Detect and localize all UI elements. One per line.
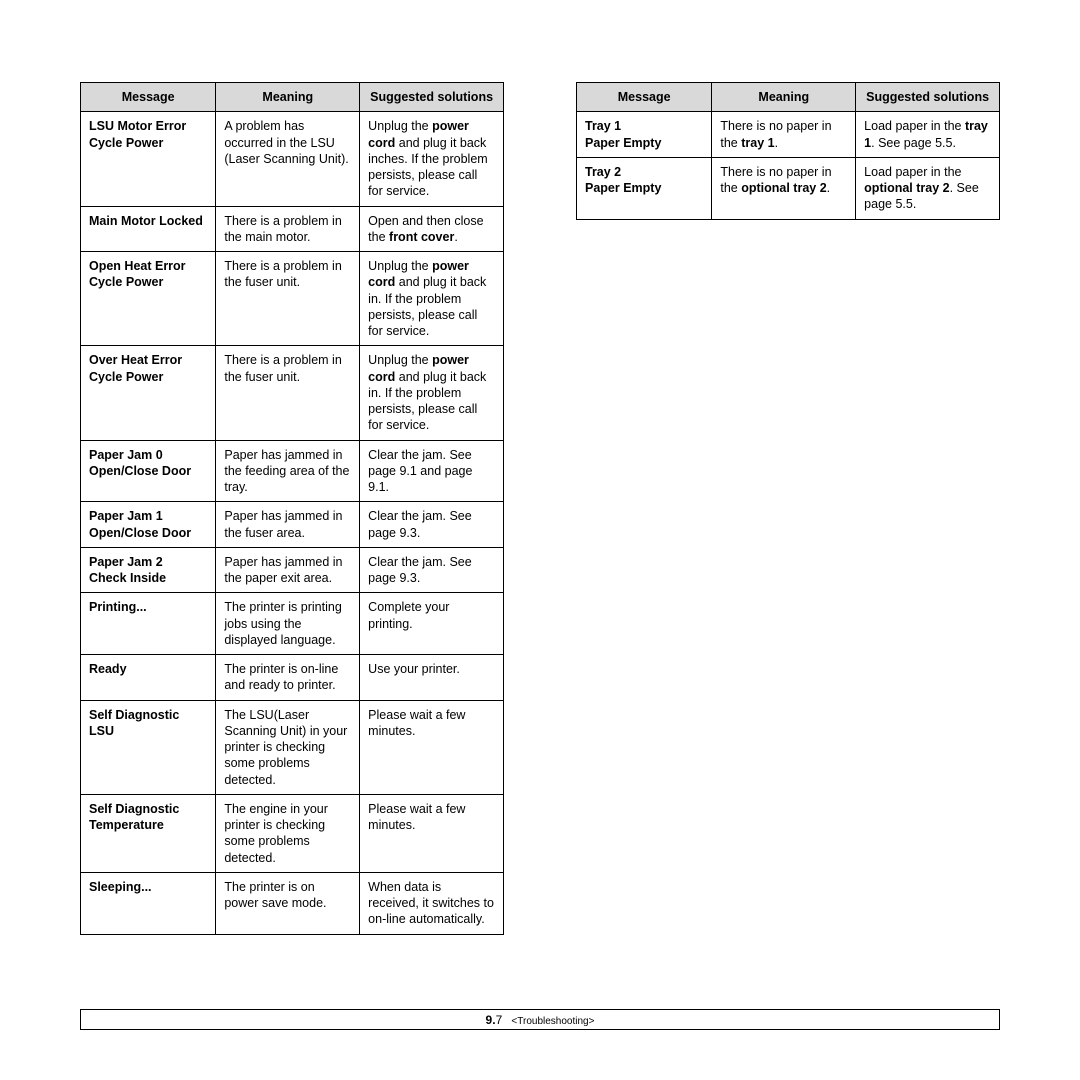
table-header-row: Message Meaning Suggested solutions <box>577 83 1000 112</box>
col-header-solutions: Suggested solutions <box>360 83 504 112</box>
col-header-meaning: Meaning <box>216 83 360 112</box>
table-row: Over Heat ErrorCycle PowerThere is a pro… <box>81 346 504 440</box>
table-cell: Paper has jammed in the fuser area. <box>216 502 360 548</box>
table-cell: Unplug the power cord and plug it back i… <box>360 346 504 440</box>
table-cell: The printer is printing jobs using the d… <box>216 593 360 655</box>
right-table: Message Meaning Suggested solutions Tray… <box>576 82 1000 220</box>
table-cell: There is a problem in the fuser unit. <box>216 252 360 346</box>
table-cell: Printing... <box>81 593 216 655</box>
table-cell: Paper has jammed in the feeding area of … <box>216 440 360 502</box>
left-table: Message Meaning Suggested solutions LSU … <box>80 82 504 935</box>
col-header-message: Message <box>81 83 216 112</box>
page-number: 9.7 <box>486 1013 503 1027</box>
table-cell: Clear the jam. See page 9.1 and page 9.1… <box>360 440 504 502</box>
table-cell: Ready <box>81 655 216 701</box>
table-cell: Clear the jam. See page 9.3. <box>360 502 504 548</box>
table-row: Paper Jam 0Open/Close DoorPaper has jamm… <box>81 440 504 502</box>
right-column: Message Meaning Suggested solutions Tray… <box>576 82 1000 935</box>
table-row: ReadyThe printer is on-line and ready to… <box>81 655 504 701</box>
section-title: <Troubleshooting> <box>511 1016 594 1027</box>
table-cell: There is no paper in the optional tray 2… <box>712 157 856 219</box>
left-column: Message Meaning Suggested solutions LSU … <box>80 82 504 935</box>
table-cell: The printer is on-line and ready to prin… <box>216 655 360 701</box>
table-cell: Tray 2Paper Empty <box>577 157 712 219</box>
table-row: Main Motor LockedThere is a problem in t… <box>81 206 504 252</box>
table-cell: Paper Jam 1Open/Close Door <box>81 502 216 548</box>
table-row: Self DiagnosticLSUThe LSU(Laser Scanning… <box>81 700 504 794</box>
table-cell: Paper Jam 2Check Inside <box>81 547 216 593</box>
table-row: Printing...The printer is printing jobs … <box>81 593 504 655</box>
table-cell: Please wait a few minutes. <box>360 794 504 872</box>
table-cell: The printer is on power save mode. <box>216 872 360 934</box>
table-cell: Load paper in the optional tray 2. See p… <box>856 157 1000 219</box>
table-cell: There is a problem in the fuser unit. <box>216 346 360 440</box>
page-footer: 9.7 <Troubleshooting> <box>80 1009 1000 1030</box>
table-cell: Sleeping... <box>81 872 216 934</box>
table-cell: The LSU(Laser Scanning Unit) in your pri… <box>216 700 360 794</box>
table-cell: Paper has jammed in the paper exit area. <box>216 547 360 593</box>
table-cell: Tray 1Paper Empty <box>577 112 712 158</box>
table-cell: Unplug the power cord and plug it back i… <box>360 252 504 346</box>
col-header-meaning: Meaning <box>712 83 856 112</box>
table-cell: When data is received, it switches to on… <box>360 872 504 934</box>
table-cell: Self DiagnosticTemperature <box>81 794 216 872</box>
table-cell: Over Heat ErrorCycle Power <box>81 346 216 440</box>
table-cell: A problem has occurred in the LSU (Laser… <box>216 112 360 206</box>
table-row: Tray 2Paper EmptyThere is no paper in th… <box>577 157 1000 219</box>
table-cell: Use your printer. <box>360 655 504 701</box>
page-content: Message Meaning Suggested solutions LSU … <box>0 0 1080 935</box>
table-cell: There is no paper in the tray 1. <box>712 112 856 158</box>
table-cell: There is a problem in the main motor. <box>216 206 360 252</box>
table-cell: Main Motor Locked <box>81 206 216 252</box>
table-row: Paper Jam 1Open/Close DoorPaper has jamm… <box>81 502 504 548</box>
table-row: Self DiagnosticTemperatureThe engine in … <box>81 794 504 872</box>
left-table-body: LSU Motor ErrorCycle PowerA problem has … <box>81 112 504 934</box>
table-row: Open Heat ErrorCycle PowerThere is a pro… <box>81 252 504 346</box>
col-header-solutions: Suggested solutions <box>856 83 1000 112</box>
col-header-message: Message <box>577 83 712 112</box>
table-cell: Open and then close the front cover. <box>360 206 504 252</box>
right-table-body: Tray 1Paper EmptyThere is no paper in th… <box>577 112 1000 219</box>
table-cell: Open Heat ErrorCycle Power <box>81 252 216 346</box>
table-row: Tray 1Paper EmptyThere is no paper in th… <box>577 112 1000 158</box>
table-cell: LSU Motor ErrorCycle Power <box>81 112 216 206</box>
table-row: Sleeping...The printer is on power save … <box>81 872 504 934</box>
table-cell: Self DiagnosticLSU <box>81 700 216 794</box>
table-header-row: Message Meaning Suggested solutions <box>81 83 504 112</box>
table-cell: Complete your printing. <box>360 593 504 655</box>
table-cell: Clear the jam. See page 9.3. <box>360 547 504 593</box>
table-row: LSU Motor ErrorCycle PowerA problem has … <box>81 112 504 206</box>
table-cell: The engine in your printer is checking s… <box>216 794 360 872</box>
table-cell: Please wait a few minutes. <box>360 700 504 794</box>
table-row: Paper Jam 2Check InsidePaper has jammed … <box>81 547 504 593</box>
table-cell: Load paper in the tray 1. See page 5.5. <box>856 112 1000 158</box>
table-cell: Unplug the power cord and plug it back i… <box>360 112 504 206</box>
table-cell: Paper Jam 0Open/Close Door <box>81 440 216 502</box>
